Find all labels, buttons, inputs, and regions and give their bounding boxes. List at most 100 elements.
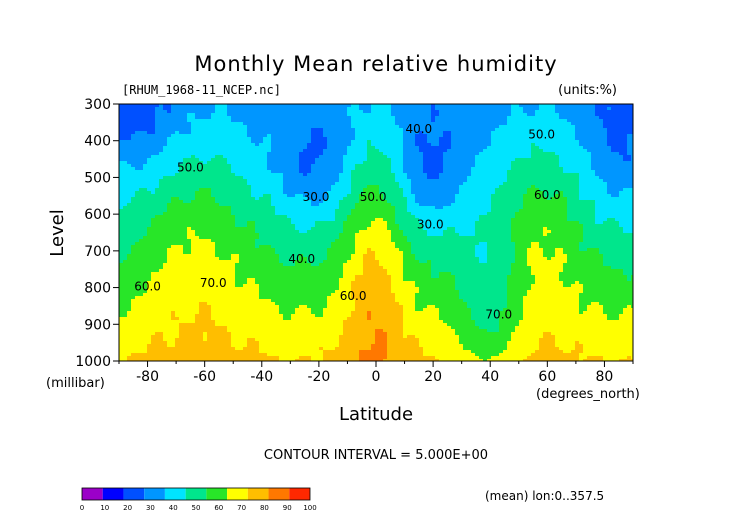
contour-cell xyxy=(551,140,556,144)
contour-cell xyxy=(519,125,524,129)
contour-cell xyxy=(491,128,496,132)
contour-cell xyxy=(199,104,204,108)
contour-cell xyxy=(499,104,504,108)
contour-cell xyxy=(435,167,440,171)
contour-cell xyxy=(211,158,216,162)
contour-cell xyxy=(355,113,360,117)
contour-cell xyxy=(175,143,180,147)
contour-cell xyxy=(407,170,412,174)
contour-cell xyxy=(487,149,492,153)
contour-cell xyxy=(163,161,168,165)
contour-cell xyxy=(279,131,284,135)
contour-cell xyxy=(535,179,540,183)
contour-cell xyxy=(599,143,604,147)
contour-cell xyxy=(371,155,376,159)
contour-cell xyxy=(331,128,336,132)
contour-cell xyxy=(123,173,128,177)
contour-cell xyxy=(543,152,548,156)
contour-cell xyxy=(191,140,196,144)
contour-cell xyxy=(463,131,468,135)
contour-cell xyxy=(243,107,248,111)
contour-cell xyxy=(595,158,600,162)
contour-cell xyxy=(259,164,264,168)
contour-cell xyxy=(427,176,432,180)
contour-cell xyxy=(483,119,488,123)
contour-cell xyxy=(135,128,140,132)
contour-cell xyxy=(199,116,204,120)
contour-cell xyxy=(167,167,172,171)
contour-cell xyxy=(587,167,592,171)
contour-cell xyxy=(335,182,340,186)
contour-cell xyxy=(235,128,240,132)
contour-cell xyxy=(407,179,412,183)
contour-cell xyxy=(327,167,332,171)
contour-cell xyxy=(587,128,592,132)
contour-cell xyxy=(251,113,256,117)
contour-cell xyxy=(459,143,464,147)
contour-cell xyxy=(247,107,252,111)
contour-cell xyxy=(471,164,476,168)
contour-cell xyxy=(503,140,508,144)
contour-cell xyxy=(323,161,328,165)
contour-cell xyxy=(239,173,244,177)
contour-cell xyxy=(239,137,244,141)
contour-cell xyxy=(259,140,264,144)
contour-cell xyxy=(139,131,144,135)
contour-cell xyxy=(223,164,228,168)
contour-cell xyxy=(591,140,596,144)
contour-cell xyxy=(463,110,468,114)
contour-cell xyxy=(183,167,188,171)
contour-cell xyxy=(407,176,412,180)
contour-cell xyxy=(579,164,584,168)
contour-cell xyxy=(171,170,176,174)
contour-cell xyxy=(419,146,424,150)
contour-cell xyxy=(587,119,592,123)
contour-cell xyxy=(359,173,364,177)
contour-cell xyxy=(383,149,388,153)
contour-cell xyxy=(411,158,416,162)
contour-cell xyxy=(291,170,296,174)
contour-cell xyxy=(383,116,388,120)
contour-cell xyxy=(119,137,124,141)
contour-cell xyxy=(535,143,540,147)
contour-cell xyxy=(475,131,480,135)
contour-cell xyxy=(319,161,324,165)
contour-cell xyxy=(587,110,592,114)
contour-cell xyxy=(579,140,584,144)
contour-cell xyxy=(323,104,328,108)
contour-cell xyxy=(619,116,624,120)
contour-cell xyxy=(147,167,152,171)
contour-cell xyxy=(179,116,184,120)
contour-cell xyxy=(179,122,184,126)
contour-cell xyxy=(623,116,628,120)
contour-cell xyxy=(491,173,496,177)
contour-cell xyxy=(627,107,632,111)
contour-cell xyxy=(343,146,348,150)
contour-cell xyxy=(299,149,304,153)
contour-cell xyxy=(435,131,440,135)
contour-cell xyxy=(391,107,396,111)
contour-cell xyxy=(535,113,540,117)
contour-cell xyxy=(151,173,156,177)
contour-cell xyxy=(267,134,272,138)
contour-cell xyxy=(447,107,452,111)
contour-cell xyxy=(563,134,568,138)
contour-cell xyxy=(439,110,444,114)
contour-cell xyxy=(127,131,132,135)
contour-cell xyxy=(475,173,480,177)
contour-cell xyxy=(575,179,580,183)
contour-cell xyxy=(575,173,580,177)
contour-cell xyxy=(575,119,580,123)
contour-cell xyxy=(231,116,236,120)
contour-cell xyxy=(447,176,452,180)
contour-cell xyxy=(571,107,576,111)
contour-cell xyxy=(363,170,368,174)
contour-cell xyxy=(603,107,608,111)
contour-cell xyxy=(575,104,580,108)
contour-cell xyxy=(547,134,552,138)
contour-cell xyxy=(559,119,564,123)
contour-cell xyxy=(171,161,176,165)
contour-cell xyxy=(127,134,132,138)
contour-cell xyxy=(179,128,184,132)
contour-cell xyxy=(619,119,624,123)
